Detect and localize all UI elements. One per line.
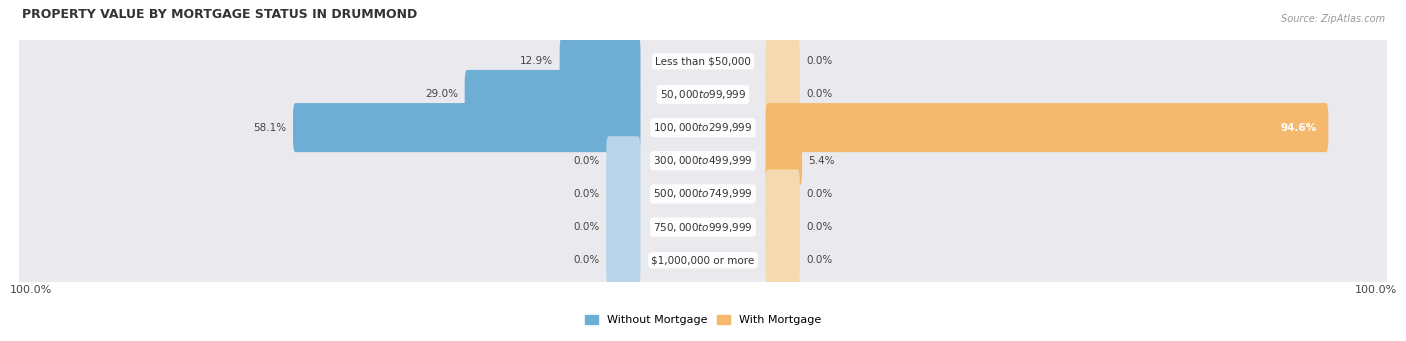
Text: Source: ZipAtlas.com: Source: ZipAtlas.com — [1281, 14, 1385, 24]
Text: 94.6%: 94.6% — [1281, 123, 1317, 133]
Text: $750,000 to $999,999: $750,000 to $999,999 — [654, 221, 752, 234]
FancyBboxPatch shape — [765, 37, 800, 86]
Text: 0.0%: 0.0% — [806, 189, 832, 199]
FancyBboxPatch shape — [765, 169, 800, 219]
FancyBboxPatch shape — [464, 70, 641, 119]
Text: Less than $50,000: Less than $50,000 — [655, 56, 751, 66]
Text: 12.9%: 12.9% — [520, 56, 553, 66]
FancyBboxPatch shape — [765, 136, 801, 185]
Text: 0.0%: 0.0% — [806, 222, 832, 232]
Text: 0.0%: 0.0% — [574, 189, 600, 199]
Text: 58.1%: 58.1% — [253, 123, 287, 133]
FancyBboxPatch shape — [18, 228, 1388, 293]
Text: $50,000 to $99,999: $50,000 to $99,999 — [659, 88, 747, 101]
FancyBboxPatch shape — [18, 29, 1388, 93]
Text: $500,000 to $749,999: $500,000 to $749,999 — [654, 188, 752, 201]
Text: 29.0%: 29.0% — [425, 89, 458, 100]
Text: $1,000,000 or more: $1,000,000 or more — [651, 255, 755, 265]
FancyBboxPatch shape — [765, 103, 1329, 152]
FancyBboxPatch shape — [765, 203, 800, 252]
FancyBboxPatch shape — [18, 95, 1388, 160]
FancyBboxPatch shape — [18, 162, 1388, 226]
FancyBboxPatch shape — [606, 169, 641, 219]
FancyBboxPatch shape — [765, 236, 800, 285]
FancyBboxPatch shape — [18, 195, 1388, 259]
FancyBboxPatch shape — [292, 103, 641, 152]
Text: $300,000 to $499,999: $300,000 to $499,999 — [654, 154, 752, 167]
Text: 0.0%: 0.0% — [574, 156, 600, 166]
FancyBboxPatch shape — [606, 236, 641, 285]
FancyBboxPatch shape — [606, 203, 641, 252]
Text: 0.0%: 0.0% — [806, 255, 832, 265]
Text: 0.0%: 0.0% — [806, 56, 832, 66]
Text: PROPERTY VALUE BY MORTGAGE STATUS IN DRUMMOND: PROPERTY VALUE BY MORTGAGE STATUS IN DRU… — [21, 9, 416, 21]
Legend: Without Mortgage, With Mortgage: Without Mortgage, With Mortgage — [581, 310, 825, 329]
FancyBboxPatch shape — [18, 62, 1388, 127]
Text: 0.0%: 0.0% — [574, 222, 600, 232]
Text: 0.0%: 0.0% — [806, 89, 832, 100]
FancyBboxPatch shape — [18, 129, 1388, 193]
FancyBboxPatch shape — [560, 37, 641, 86]
Text: $100,000 to $299,999: $100,000 to $299,999 — [654, 121, 752, 134]
Text: 0.0%: 0.0% — [574, 255, 600, 265]
FancyBboxPatch shape — [606, 136, 641, 185]
FancyBboxPatch shape — [765, 70, 800, 119]
Text: 5.4%: 5.4% — [808, 156, 835, 166]
